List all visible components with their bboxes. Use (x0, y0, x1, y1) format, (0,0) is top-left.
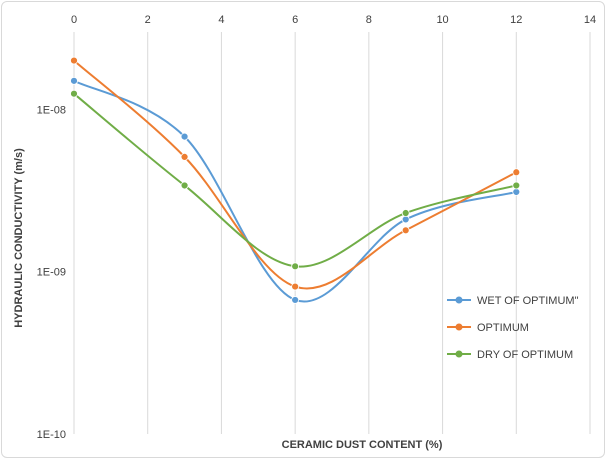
legend-marker-icon (455, 296, 463, 304)
data-point (291, 282, 300, 291)
legend-label: OPTIMUM (477, 322, 529, 334)
data-point (70, 56, 78, 65)
legend-item: OPTIMUM (447, 322, 529, 334)
y-tick-label: 1E-08 (37, 104, 66, 116)
gridlines (73, 32, 591, 434)
data-point (180, 181, 189, 190)
series-group (70, 56, 521, 304)
y-tick-label: 1E-09 (37, 267, 66, 279)
x-tick-label: 12 (510, 14, 522, 26)
x-tick-label: 10 (436, 14, 448, 26)
data-point (70, 76, 78, 85)
data-point (401, 226, 410, 235)
legend-label: WET OF OPTIMUM" (477, 295, 579, 307)
data-point (512, 181, 521, 190)
data-point (401, 215, 410, 224)
series-line (73, 59, 517, 290)
y-axis-ticks: 1E-08 1E-09 1E-10 (37, 104, 66, 441)
x-tick-label: 6 (292, 14, 298, 26)
legend-item: DRY OF OPTIMUM (447, 349, 573, 361)
series-line (73, 79, 517, 303)
data-point (180, 132, 189, 141)
legend-label: DRY OF OPTIMUM (477, 349, 573, 361)
x-tick-label: 2 (145, 14, 151, 26)
series-3 (70, 89, 521, 271)
data-point (291, 296, 300, 304)
data-point (180, 152, 189, 161)
x-axis-ticks: 0 2 4 6 8 10 12 14 (71, 14, 596, 26)
data-point (512, 188, 521, 196)
x-tick-label: 0 (71, 14, 77, 26)
x-tick-label: 8 (366, 14, 372, 26)
y-tick-label: 1E-10 (37, 429, 66, 441)
series-2 (70, 56, 521, 291)
data-point (401, 209, 410, 217)
x-tick-label: 4 (218, 14, 224, 26)
legend-marker-icon (455, 350, 463, 358)
legend-item: WET OF OPTIMUM" (447, 295, 579, 307)
data-point (70, 89, 78, 98)
x-tick-label: 14 (584, 14, 596, 26)
legend: WET OF OPTIMUM" OPTIMUM DRY OF OPTIMUM (447, 295, 579, 361)
data-point (291, 262, 300, 271)
data-point (512, 168, 521, 177)
x-axis-title: CERAMIC DUST CONTENT (%) (282, 439, 443, 451)
legend-marker-icon (455, 323, 463, 331)
y-axis-title: HYDRAULIC CONDUCTIVITY (m/s) (13, 148, 25, 328)
series-1 (70, 76, 521, 304)
